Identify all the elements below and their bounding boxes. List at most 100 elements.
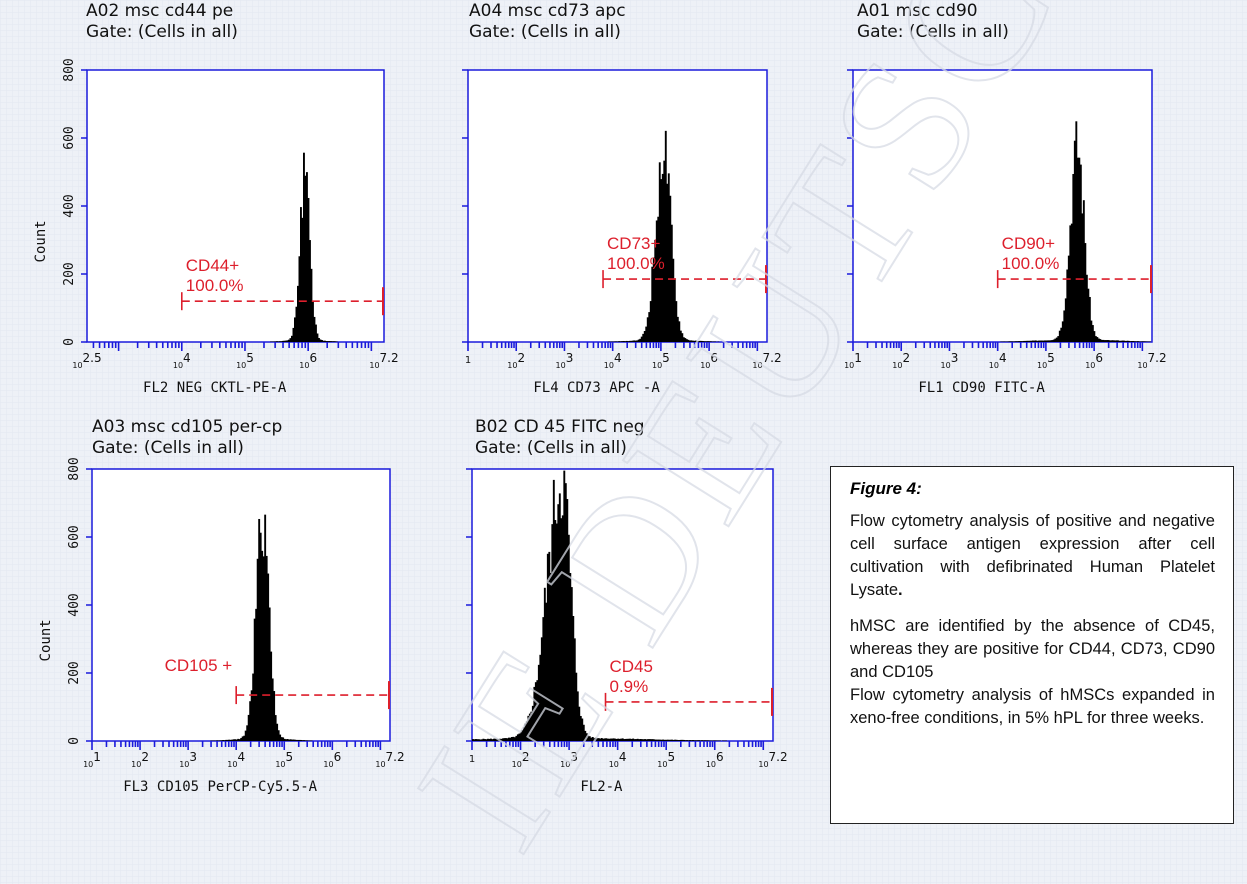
histogram-bar bbox=[1031, 340, 1034, 342]
histogram-bar bbox=[268, 607, 271, 741]
x-tick-label: 103 bbox=[556, 351, 574, 370]
histogram-bar bbox=[1025, 340, 1028, 342]
histogram-bar bbox=[1078, 157, 1081, 342]
histogram-bar bbox=[685, 339, 688, 342]
histogram-bar bbox=[531, 705, 534, 741]
histogram-bar bbox=[628, 340, 631, 342]
x-tick-exponent: 4 bbox=[183, 351, 191, 365]
histogram-bar bbox=[594, 737, 597, 741]
histogram-bar bbox=[663, 160, 666, 342]
histogram-bar bbox=[579, 715, 582, 741]
histogram-bar bbox=[697, 341, 700, 342]
histogram-bar bbox=[616, 341, 619, 342]
histogram-bar bbox=[234, 739, 237, 741]
histogram-bar bbox=[651, 739, 654, 741]
panel-title: A02 msc cd44 pe Gate: (Cells in all) bbox=[86, 1, 238, 43]
x-tick-label: 103 bbox=[560, 750, 578, 769]
histogram-bar bbox=[1139, 341, 1142, 342]
histogram-bar bbox=[528, 713, 531, 741]
histogram-bar bbox=[1102, 339, 1105, 342]
gate-label: CD44+ bbox=[186, 256, 239, 275]
caption-paragraph-2: hMSC are identified by the absence of CD… bbox=[850, 617, 1215, 681]
histogram-bar bbox=[618, 341, 621, 342]
histogram-bar bbox=[639, 338, 642, 342]
histogram-bar bbox=[590, 737, 593, 741]
histogram-bar bbox=[231, 739, 234, 741]
histogram-bar bbox=[506, 738, 509, 741]
x-tick-base: 10 bbox=[1085, 361, 1095, 370]
histogram-bar bbox=[645, 326, 648, 342]
histogram-bar bbox=[288, 339, 290, 342]
histogram-bar bbox=[633, 739, 636, 741]
histogram-bar bbox=[1129, 341, 1132, 342]
histogram-bar bbox=[636, 738, 639, 741]
panel-sample-name: A03 msc cd105 per-cp bbox=[92, 417, 283, 437]
histogram-bar bbox=[322, 340, 325, 342]
histogram-bar bbox=[521, 730, 524, 741]
panel-sample-name: A01 msc cd90 bbox=[857, 1, 978, 21]
histogram-bar bbox=[1049, 340, 1052, 342]
x-tick-label: 104 bbox=[227, 750, 245, 769]
x-tick-label: 106 bbox=[700, 351, 718, 370]
histogram-bar bbox=[279, 734, 282, 741]
histogram-bar bbox=[621, 738, 624, 741]
histogram-bar bbox=[578, 706, 581, 741]
histogram-bar bbox=[298, 256, 301, 342]
histogram-bar bbox=[312, 301, 314, 342]
histogram-bar bbox=[232, 739, 235, 741]
histogram-bar bbox=[605, 738, 608, 741]
histogram-bar bbox=[1103, 340, 1106, 342]
histogram-bar bbox=[554, 520, 557, 741]
histogram-bar bbox=[660, 739, 663, 741]
histogram-bar bbox=[283, 340, 286, 342]
histogram-bar bbox=[620, 738, 623, 741]
x-tick-exponent: 7.2 bbox=[769, 750, 788, 764]
histogram-bar bbox=[267, 573, 270, 741]
histogram-bar bbox=[271, 678, 274, 741]
histogram-bar bbox=[235, 739, 238, 741]
histogram-bar bbox=[637, 339, 640, 342]
y-tick-label: 0 bbox=[62, 338, 77, 346]
histogram-bar bbox=[638, 739, 641, 741]
x-tick-label: 107.2 bbox=[369, 351, 398, 370]
x-tick-exponent: 2 bbox=[141, 750, 149, 764]
histogram-bar bbox=[223, 740, 226, 741]
histogram-bar bbox=[1099, 339, 1102, 342]
histogram-plot: 0200400600800Count101102103104105106107.… bbox=[38, 457, 405, 795]
histogram-bar bbox=[569, 572, 572, 741]
histogram-bar bbox=[250, 690, 253, 741]
histogram-bar bbox=[576, 691, 579, 741]
histogram-bar bbox=[572, 616, 575, 741]
histogram-bar bbox=[657, 739, 660, 741]
histogram-bar bbox=[1060, 327, 1063, 342]
histogram-bar bbox=[1073, 140, 1076, 342]
histogram-bar bbox=[240, 737, 243, 741]
histogram-bar bbox=[552, 479, 555, 741]
histogram-bar bbox=[1136, 341, 1139, 342]
histogram-bar bbox=[705, 740, 708, 741]
histogram-bar bbox=[704, 740, 707, 741]
histogram-bar bbox=[1105, 340, 1108, 342]
histogram-bar bbox=[330, 341, 332, 342]
histogram-bar bbox=[295, 739, 298, 741]
histogram-bar bbox=[617, 738, 620, 741]
histogram-bar bbox=[1079, 164, 1082, 342]
histogram-bar bbox=[1010, 341, 1013, 342]
histogram-bar bbox=[1081, 213, 1084, 342]
histogram-bar bbox=[679, 330, 682, 342]
histogram-bar bbox=[334, 341, 337, 342]
histogram-bar bbox=[1051, 340, 1054, 342]
histogram-bar bbox=[700, 340, 703, 342]
histogram-bar bbox=[1096, 337, 1099, 342]
histogram-bar bbox=[608, 738, 611, 741]
gate-label: CD73+ bbox=[607, 234, 660, 253]
histogram-bar bbox=[1087, 288, 1090, 342]
histogram-bar bbox=[304, 175, 307, 342]
x-tick-base: 10 bbox=[556, 361, 566, 370]
x-tick-base: 10 bbox=[706, 760, 716, 769]
x-tick-exponent: 5 bbox=[246, 351, 254, 365]
y-tick-label: 600 bbox=[62, 126, 77, 149]
histogram-bar bbox=[611, 738, 614, 741]
histogram-bar bbox=[661, 173, 664, 342]
histogram-bar bbox=[558, 493, 561, 741]
